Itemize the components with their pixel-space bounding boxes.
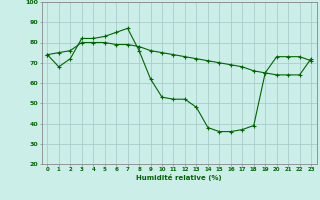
X-axis label: Humidité relative (%): Humidité relative (%) <box>136 174 222 181</box>
